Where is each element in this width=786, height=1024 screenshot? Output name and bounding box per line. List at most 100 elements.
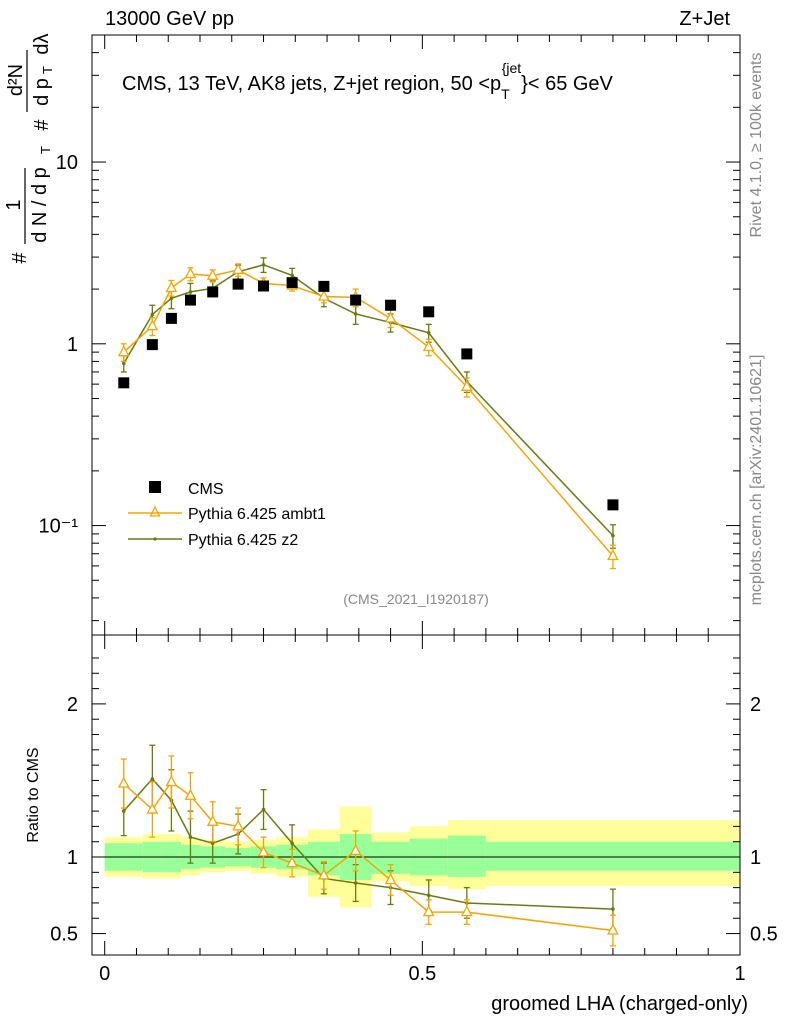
title-prefix: CMS, 13 TeV, AK8 jets, Z+jet region, 50 … — [122, 73, 501, 95]
ratio-y-tick-left-2: 2 — [67, 694, 78, 716]
x-tick-label-0: 0 — [99, 963, 110, 985]
z2-point — [426, 330, 431, 335]
z2-ratio-line — [123, 777, 613, 910]
ylabel-dpT: d p — [31, 78, 53, 106]
ambt1-ratio-point — [184, 788, 197, 800]
ratio-y-tick-labels: 0.5 1 2 0.5 1 2 — [50, 694, 778, 946]
z2-ratio-point — [290, 841, 294, 846]
z2-point — [169, 296, 174, 301]
ambt1-point — [146, 319, 159, 331]
ratio-band-inner — [485, 841, 740, 871]
ambt1-point — [165, 281, 178, 293]
z2-point — [150, 312, 155, 317]
z2-ratio-point — [121, 809, 126, 813]
ratio-y-tick-right-2: 2 — [750, 694, 761, 716]
legend-label-z2: Pythia 6.425 z2 — [188, 532, 298, 549]
ambt1-point — [317, 289, 330, 301]
z2-point — [353, 312, 358, 316]
title-sup: {jet — [502, 60, 522, 76]
legend: CMS Pythia 6.425 ambt1 Pythia 6.425 z2 — [128, 481, 326, 549]
rivet-label: Rivet 4.1.0, ≥ 100k events — [748, 53, 765, 238]
ambt1-ratio-point — [317, 868, 330, 880]
cms-point — [286, 277, 298, 289]
cms-point — [146, 339, 158, 351]
z2-point — [611, 533, 615, 538]
cms-point — [118, 377, 130, 389]
ambt1-ratio-point — [146, 802, 159, 814]
z2-point — [290, 273, 294, 278]
main-y-axis-label: # 1 d N / d p T # d²N d p T dλ — [3, 33, 55, 263]
ratio-y-tick-left-1: 1 — [67, 847, 78, 869]
ylabel-dl: dλ — [31, 33, 53, 54]
z2-ratio-point — [261, 807, 266, 812]
ratio-band-inner — [447, 835, 486, 877]
x-tick-labels: 0 0.5 1 — [99, 963, 745, 985]
ylabel-dN: d N / d p — [29, 167, 51, 243]
z2-ratio-point — [150, 777, 155, 781]
ratio-panel: 0.5 1 2 0.5 1 2 0 0.5 1 Ratio to CMS gro… — [25, 634, 778, 1015]
z2-point — [121, 361, 126, 366]
ambt1-point — [232, 263, 245, 275]
ylabel-T1: T — [38, 146, 53, 154]
cms-point — [184, 294, 196, 306]
process-label: Z+Jet — [679, 8, 730, 30]
cms-point — [207, 286, 219, 298]
cms-point — [607, 499, 619, 511]
z2-point — [261, 263, 266, 267]
cms-point — [258, 280, 270, 292]
legend-marker-cms — [149, 481, 161, 493]
energy-label: 13000 GeV pp — [105, 8, 234, 30]
y-tick-label-1: 1 — [67, 334, 78, 356]
ambt1-point — [206, 268, 219, 280]
ambt1-point — [607, 549, 619, 561]
legend-marker-ambt1 — [149, 505, 161, 517]
z2-ratio-point — [611, 907, 615, 911]
ylabel-hash-1: # — [9, 252, 31, 264]
ambt1-ratio-point — [607, 923, 619, 935]
ambt1-ratio-point — [165, 775, 178, 787]
main-y-tick-labels: 10⁻¹ 1 10 — [39, 152, 79, 538]
title-sub: T — [501, 86, 510, 102]
ratio-y-axis-label: Ratio to CMS — [25, 747, 42, 842]
z2-line — [123, 264, 614, 537]
legend-label-ambt1: Pythia 6.425 ambt1 — [188, 506, 326, 523]
legend-label-cms: CMS — [188, 481, 224, 498]
ylabel-T2: T — [40, 66, 55, 74]
main-series — [117, 257, 619, 570]
ambt1-ratio-point — [232, 819, 245, 831]
ambt1-ratio-point — [286, 856, 299, 868]
z2-point — [188, 290, 193, 294]
ratio-y-tick-right-1: 1 — [750, 847, 761, 869]
y-tick-label-10: 10 — [56, 152, 78, 174]
plot-title: CMS, 13 TeV, AK8 jets, Z+jet region, 50 … — [122, 60, 614, 102]
ambt1-ratio-point — [422, 905, 435, 917]
cms-point — [318, 280, 330, 292]
x-axis-label: groomed LHA (charged-only) — [491, 993, 748, 1015]
z2-ratio-point — [353, 881, 358, 885]
ratio-frame — [91, 634, 741, 956]
ambt1-point — [184, 267, 197, 279]
x-tick-label-1: 1 — [734, 963, 745, 985]
ambt1-ratio-point — [384, 873, 397, 885]
legend-marker-z2 — [153, 537, 157, 541]
ylabel-hash-2: # — [31, 119, 53, 131]
main-plot-area — [92, 35, 740, 635]
cms-point — [232, 278, 244, 290]
y-tick-label-0.1: 10⁻¹ — [39, 516, 79, 538]
ambt1-point — [384, 311, 397, 323]
ambt1-point — [460, 379, 473, 391]
z2-ratio-point — [188, 835, 193, 839]
ambt1-point — [422, 340, 435, 352]
ylabel-one: 1 — [3, 199, 25, 210]
z2-ratio-point — [426, 893, 431, 898]
cms-point — [165, 312, 177, 324]
ambt1-ratio-point — [117, 776, 130, 788]
site-label: mcplots.cern.ch [arXiv:2401.10621] — [748, 355, 765, 606]
ylabel-num: d²N — [5, 64, 27, 96]
ambt1-ratio-point — [460, 905, 473, 917]
ratio-series — [117, 744, 619, 947]
title-suffix: }< 65 GeV — [521, 73, 613, 95]
cms-point — [423, 306, 435, 318]
ratio-y-tick-left-0.5: 0.5 — [50, 924, 78, 946]
ambt1-ratio-point — [206, 814, 219, 826]
